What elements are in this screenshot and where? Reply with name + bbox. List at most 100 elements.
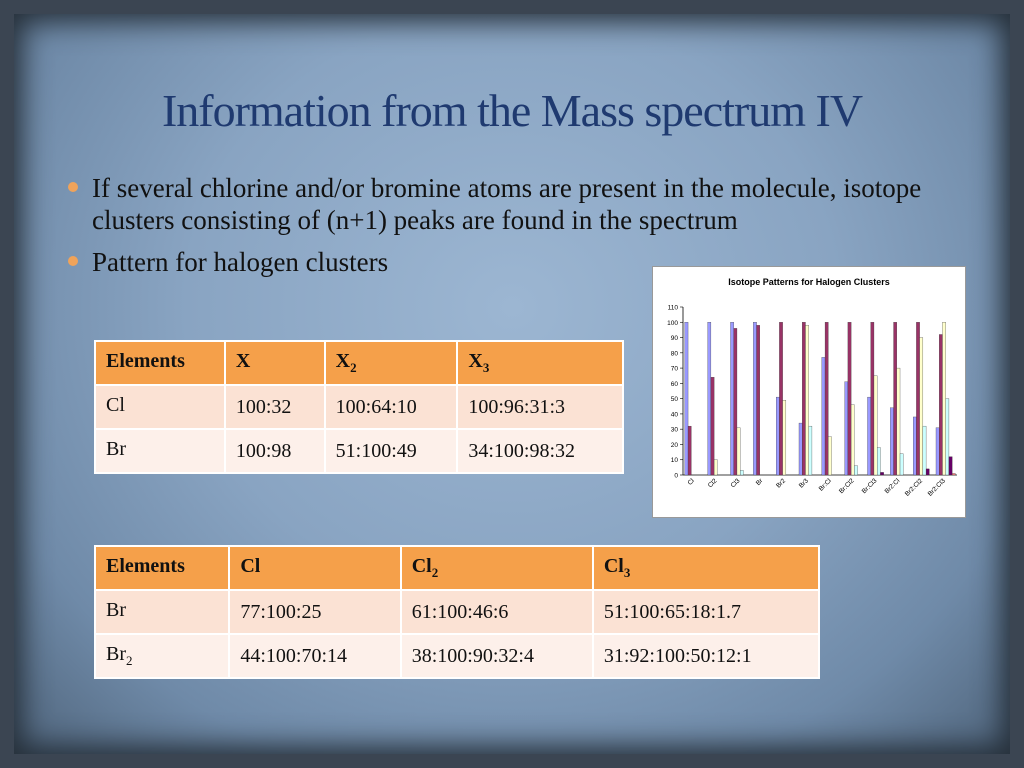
- chart-bar: [847, 322, 852, 476]
- x-tick-label: Br2: [775, 477, 787, 489]
- table-cell: 51:100:49: [323, 428, 459, 474]
- chart-bar: [870, 322, 875, 476]
- chart-bar: [824, 322, 829, 476]
- table-header-cell: X: [223, 340, 326, 386]
- chart-title: Isotope Patterns for Halogen Clusters: [728, 277, 890, 287]
- y-tick-label: 100: [667, 320, 678, 327]
- y-tick-label: 10: [671, 457, 679, 464]
- chart-bar: [948, 456, 953, 476]
- chart-bar: [899, 453, 904, 476]
- chart-bar: [802, 322, 806, 476]
- chart-bar: [684, 322, 689, 476]
- table-cell: 77:100:25: [228, 589, 402, 635]
- bullet-dot-icon: [68, 182, 78, 192]
- chart-bar: [850, 404, 855, 476]
- x-tick-label: Cl: [687, 477, 697, 487]
- chart-bar: [935, 427, 940, 476]
- table-header-cell: X2: [323, 340, 459, 386]
- x-tick-label: Br3: [798, 477, 810, 489]
- chart-bar: [854, 465, 858, 476]
- y-tick-label: 80: [671, 350, 679, 357]
- table-header-row: Elements X X2 X3: [94, 340, 624, 386]
- table-row: Cl 100:32 100:64:10 100:96:31:3: [94, 384, 624, 430]
- table-cell: 34:100:98:32: [456, 428, 624, 474]
- table-cell: 44:100:70:14: [228, 633, 402, 679]
- chart-bar: [828, 436, 832, 476]
- table-header-cell: Cl: [228, 545, 402, 591]
- chart-bar: [805, 325, 809, 476]
- y-tick-label: 110: [668, 305, 679, 312]
- chart-bar: [776, 396, 780, 476]
- x-tick-label: Br2:Cl2: [904, 477, 925, 498]
- y-tick-label: 50: [671, 396, 679, 403]
- chart-bar: [808, 425, 813, 476]
- table-cell: Br: [93, 589, 231, 635]
- x-tick-label: Br: [755, 477, 765, 487]
- chart-bar: [873, 375, 878, 476]
- table-header-cell: Cl2: [399, 545, 594, 591]
- table-cell: Br: [94, 428, 226, 474]
- chart-bar: [896, 367, 901, 476]
- chart-axes: [680, 306, 957, 476]
- chart-bar: [893, 322, 897, 476]
- y-tick-label: 20: [671, 442, 679, 449]
- y-tick-label: 70: [671, 366, 679, 373]
- chart-bars: [684, 322, 956, 476]
- chart-bar: [844, 381, 849, 476]
- table-header-cell: Cl3: [591, 545, 821, 591]
- table-cell: 100:64:10: [323, 384, 459, 430]
- table-row: Br 100:98 51:100:49 34:100:98:32: [94, 428, 624, 474]
- chart-bar: [916, 322, 920, 476]
- chart-bar: [913, 416, 917, 476]
- chart-bar: [919, 337, 924, 476]
- chart-bar: [753, 322, 757, 476]
- x-tick-label: Br:Cl3: [861, 477, 879, 495]
- chart-bar: [945, 398, 950, 476]
- chart-bar: [821, 357, 826, 476]
- y-tick-label: 30: [671, 427, 679, 434]
- chart-bar: [733, 328, 738, 476]
- x-tick-label: Cl3: [730, 477, 742, 489]
- table-cell: 61:100:46:6: [399, 589, 594, 635]
- x-tick-label: Br2:Cl: [884, 477, 902, 495]
- chart-bar: [730, 322, 734, 476]
- isotope-pattern-chart: Isotope Patterns for Halogen Clusters 0 1…: [652, 266, 966, 518]
- table-header-cell: Elements: [93, 545, 231, 591]
- table-cell: 100:32: [223, 384, 326, 430]
- table-cell: Cl: [94, 384, 226, 430]
- bullet-dot-icon: [68, 256, 78, 266]
- table-header-row: Elements Cl Cl2 Cl3: [93, 545, 821, 591]
- chart-bar: [756, 325, 760, 476]
- chart-svg: Isotope Patterns for Halogen Clusters 0 1…: [667, 277, 957, 498]
- table-cell: 100:98: [223, 428, 326, 474]
- chart-bar: [925, 468, 930, 476]
- chart-bar: [687, 425, 692, 476]
- bullet-text: If several chlorine and/or bromine atoms…: [92, 173, 922, 235]
- bullet-item: If several chlorine and/or bromine atoms…: [64, 172, 952, 236]
- chart-bar: [779, 322, 783, 476]
- table-cell: 100:96:31:3: [456, 384, 624, 430]
- x-tick-label: Cl2: [707, 477, 719, 489]
- chart-bar: [922, 425, 927, 476]
- chart-bar: [867, 396, 871, 476]
- table-header-cell: X3: [456, 340, 624, 386]
- table-cell: 31:92:100:50:12:1: [591, 633, 821, 679]
- table-header-cell: Elements: [94, 340, 226, 386]
- chart-bar: [880, 472, 884, 476]
- chart-bar: [798, 422, 803, 476]
- y-tick-label: 40: [671, 411, 679, 418]
- x-tick-label: Br:Cl2: [838, 477, 856, 495]
- chart-bar: [710, 377, 715, 476]
- table-row: Br 77:100:25 61:100:46:6 51:100:65:18:1.…: [93, 589, 821, 635]
- chart-bar: [740, 470, 744, 476]
- chart-bar: [939, 334, 943, 476]
- y-tick-label: 0: [674, 473, 678, 480]
- bullet-list: If several chlorine and/or bromine atoms…: [64, 172, 964, 288]
- slide-title: Information from the Mass spectrum IV: [161, 85, 863, 136]
- chart-bar: [707, 322, 712, 476]
- halogen-pattern-table: Elements X X2 X3 Cl 100:32 100:64:10 100…: [94, 340, 624, 474]
- table-row: Br2 44:100:70:14 38:100:90:32:4 31:92:10…: [93, 633, 821, 679]
- mixed-halogen-table: Elements Cl Cl2 Cl3 Br 77:100:25 61:100:…: [93, 545, 821, 679]
- x-tick-label: Br2:Cl3: [927, 477, 948, 498]
